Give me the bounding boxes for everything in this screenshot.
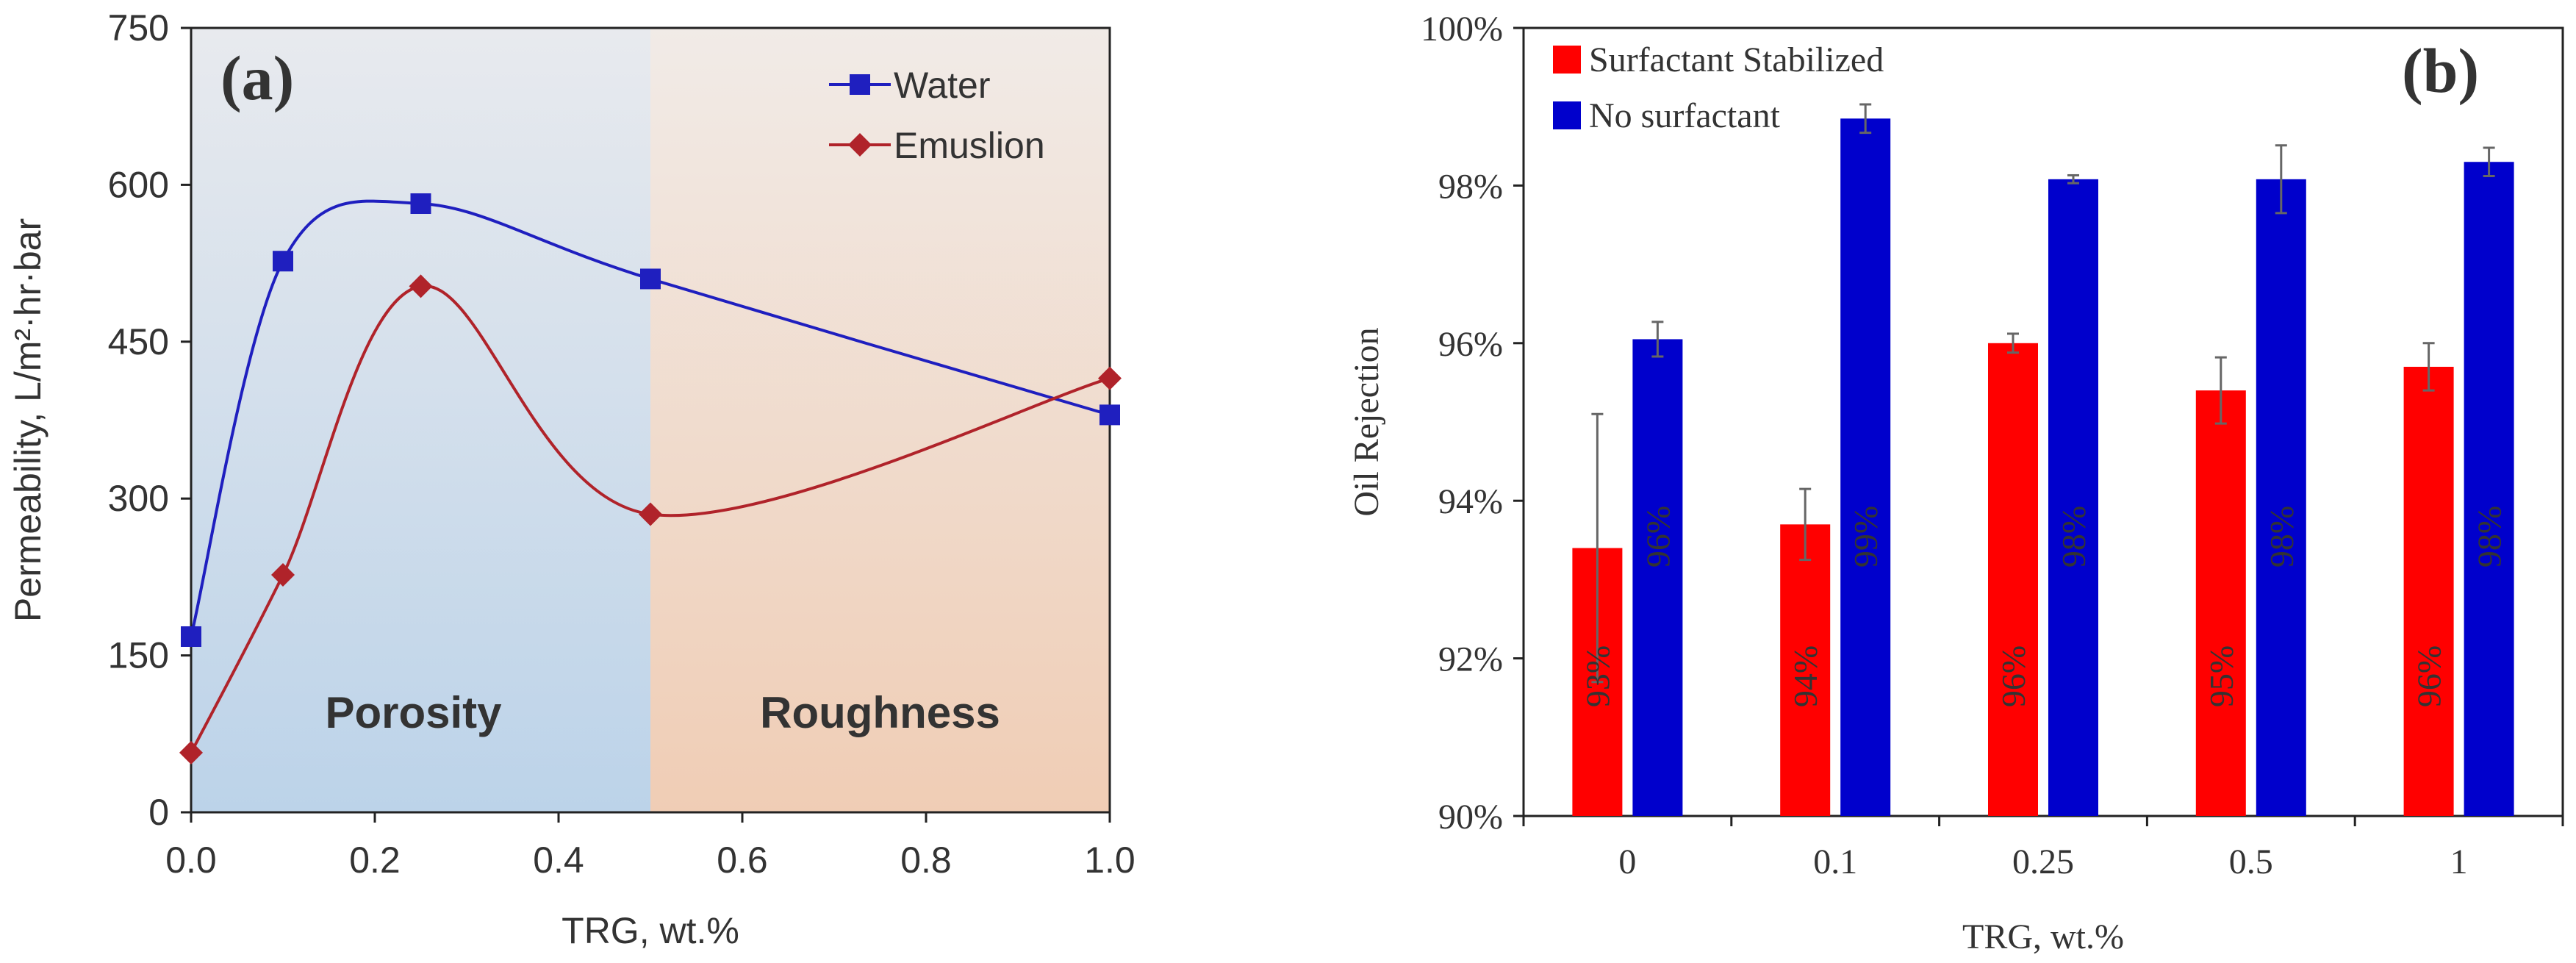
region-porosity bbox=[191, 28, 650, 812]
y-tick-label-b: 92% bbox=[1438, 640, 1503, 679]
data-label-no-surfactant: 99% bbox=[1847, 506, 1884, 568]
data-point-water bbox=[273, 251, 293, 272]
plot-frame-b bbox=[1522, 26, 2564, 817]
bar-no-surfactant bbox=[1840, 118, 1891, 816]
x-tick-label-a: 0.0 bbox=[165, 840, 217, 881]
x-tick-label-b: 0.1 bbox=[1813, 842, 1857, 881]
bar-surfactant bbox=[1780, 524, 1831, 816]
data-point-water bbox=[181, 626, 201, 647]
data-label-surfactant: 95% bbox=[2203, 645, 2240, 707]
x-tick-label-b: 0 bbox=[1618, 842, 1636, 881]
data-point-water bbox=[1099, 404, 1120, 426]
y-tick-label-b: 100% bbox=[1421, 10, 1503, 49]
series-line-water bbox=[190, 199, 1111, 637]
x-tick-label-b: 0.25 bbox=[2012, 842, 2074, 881]
data-label-no-surfactant: 98% bbox=[2055, 506, 2092, 568]
legend-label-surfactant: Surfactant Stabilized bbox=[1589, 40, 1884, 79]
x-tick-label-b: 0.5 bbox=[2229, 842, 2273, 881]
region-roughness bbox=[650, 28, 1110, 812]
bar-no-surfactant bbox=[1632, 339, 1683, 816]
legend-label-emuslion: Emuslion bbox=[894, 125, 1045, 166]
data-label-surfactant: 93% bbox=[1579, 645, 1616, 707]
x-tick-label-b: 1 bbox=[2450, 842, 2468, 881]
x-tick-label-a: 0.8 bbox=[900, 840, 952, 881]
legend-marker-water bbox=[850, 74, 870, 95]
data-point-emuslion bbox=[409, 274, 433, 298]
x-axis-title-b: TRG, wt.% bbox=[1962, 917, 2124, 956]
bar-no-surfactant bbox=[2256, 179, 2306, 817]
data-point-emuslion bbox=[179, 740, 203, 765]
y-tick-label-a: 450 bbox=[108, 321, 169, 362]
bar-no-surfactant bbox=[2048, 179, 2098, 817]
data-point-water bbox=[410, 193, 431, 215]
x-tick-label-a: 1.0 bbox=[1084, 840, 1135, 881]
data-label-surfactant: 96% bbox=[2411, 645, 2448, 707]
legend-swatch-surfactant bbox=[1553, 46, 1581, 74]
y-axis-title-a: Permeability, L/m²·hr·bar bbox=[7, 218, 49, 622]
data-point-emuslion bbox=[639, 502, 662, 526]
y-tick-label-b: 96% bbox=[1438, 325, 1503, 364]
data-label-no-surfactant: 96% bbox=[1639, 506, 1676, 568]
data-label-no-surfactant: 98% bbox=[2471, 506, 2508, 568]
data-label-surfactant: 94% bbox=[1787, 645, 1824, 707]
x-tick-label-a: 0.6 bbox=[717, 840, 768, 881]
series-line-emuslion bbox=[190, 284, 1111, 753]
region-label-roughness: Roughness bbox=[760, 688, 1000, 737]
legend-marker-emuslion bbox=[848, 133, 872, 157]
chart-b-oil-rejection: 90% 92% 94% 96% 98% 100% 0 93% 96% 0.1 94% 99% 0.25 9… bbox=[1347, 10, 2564, 956]
data-point-water bbox=[640, 268, 661, 290]
y-tick-label-a: 0 bbox=[148, 792, 169, 833]
x-axis-title-a: TRG, wt.% bbox=[562, 910, 739, 951]
bar-no-surfactant bbox=[2464, 162, 2514, 817]
y-tick-label-b: 94% bbox=[1438, 482, 1503, 521]
legend-label-no-surfactant: No surfactant bbox=[1589, 96, 1781, 135]
y-tick-label-b: 98% bbox=[1438, 167, 1503, 206]
data-point-emuslion bbox=[271, 563, 295, 587]
panel-label-a: (a) bbox=[220, 43, 294, 113]
bar-surfactant bbox=[1988, 343, 2038, 816]
y-tick-label-a: 150 bbox=[108, 635, 169, 676]
y-tick-label-a: 750 bbox=[108, 7, 169, 49]
bar-surfactant bbox=[2195, 390, 2246, 816]
panel-label-b: (b) bbox=[2402, 35, 2479, 106]
data-point-emuslion bbox=[1098, 366, 1122, 390]
x-tick-label-a: 0.2 bbox=[349, 840, 401, 881]
bar-surfactant bbox=[2403, 366, 2454, 817]
legend-label-water: Water bbox=[894, 65, 991, 106]
chart-a-permeability: 0 150 300 450 600 750 0.0 0.2 0.4 0.6 0.8 1.0 TRG, w… bbox=[7, 7, 1135, 951]
y-tick-label-a: 600 bbox=[108, 164, 169, 205]
x-tick-label-a: 0.4 bbox=[533, 840, 584, 881]
data-label-no-surfactant: 98% bbox=[2263, 506, 2300, 568]
legend-swatch-no-surfactant bbox=[1553, 101, 1581, 129]
data-label-surfactant: 96% bbox=[1995, 645, 2032, 707]
region-label-porosity: Porosity bbox=[325, 688, 502, 737]
y-tick-label-b: 90% bbox=[1438, 798, 1503, 837]
y-tick-label-a: 300 bbox=[108, 478, 169, 519]
y-axis-title-b: Oil Rejection bbox=[1347, 327, 1386, 516]
